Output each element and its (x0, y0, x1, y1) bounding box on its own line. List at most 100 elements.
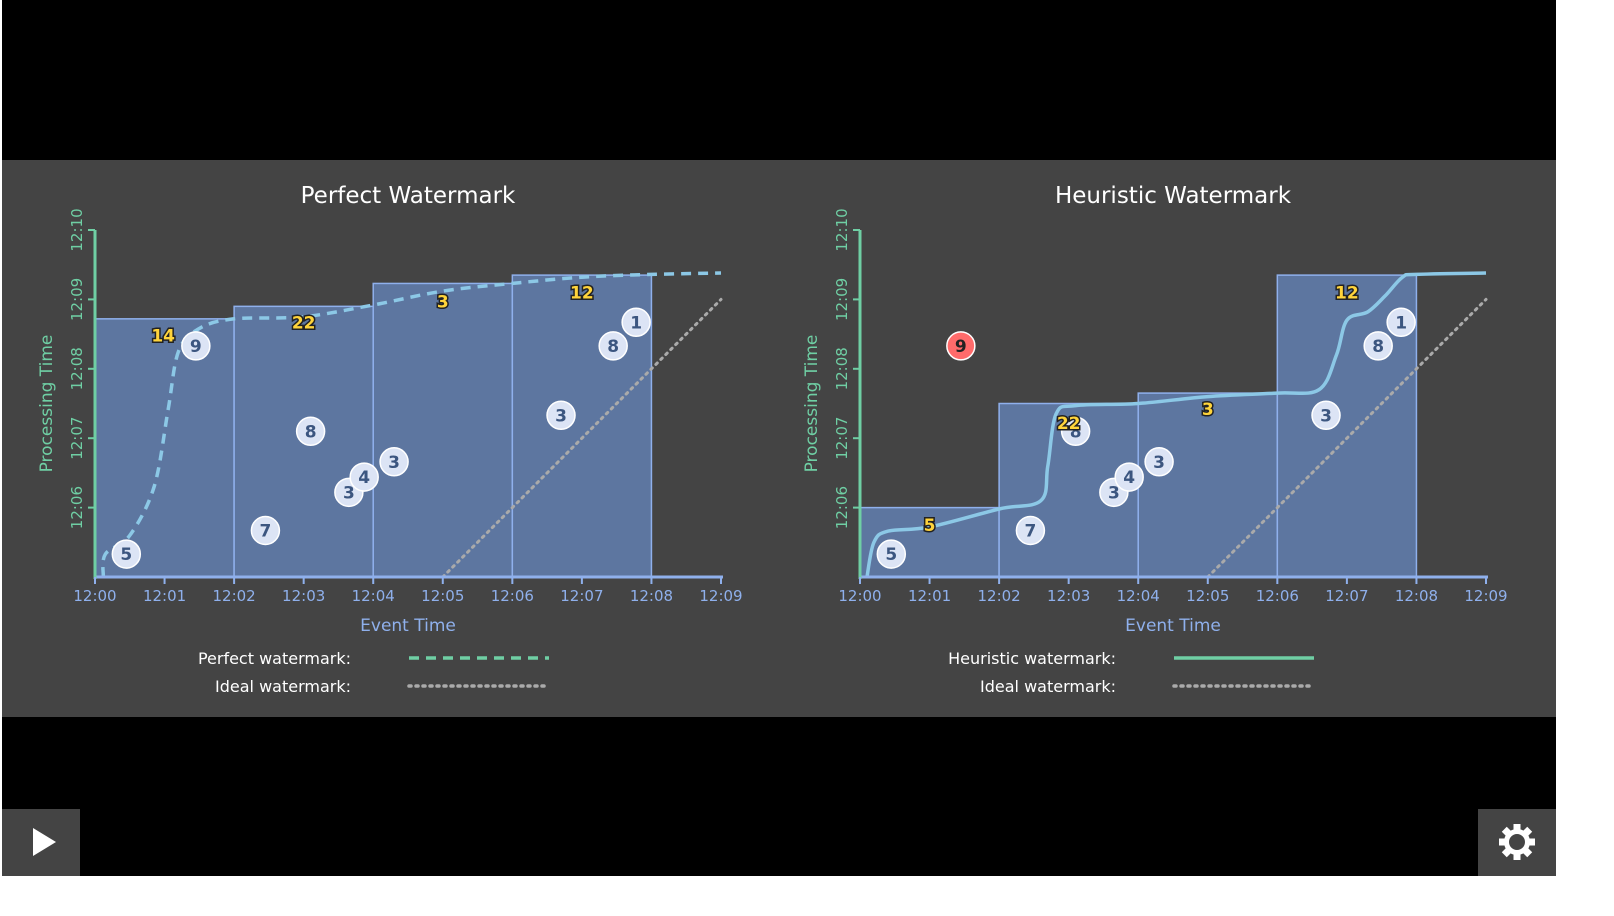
x-tick-label: 12:08 (1395, 587, 1438, 605)
data-point-label: 8 (607, 337, 619, 357)
charts-canvas: Perfect Watermark 12:00 12:01 12:02 12:03 12:… (37, 183, 1508, 696)
play-button[interactable] (2, 809, 80, 876)
window-sum: 12 (1335, 283, 1359, 303)
window-sum: 22 (1057, 414, 1081, 434)
y-tick-label: 12:09 (68, 278, 86, 321)
x-axis-label: Event Time (360, 616, 456, 636)
x-tick-label: 12:05 (421, 587, 464, 605)
data-point (111, 539, 142, 569)
x-tick-label: 12:04 (1117, 587, 1160, 605)
data-point (1060, 416, 1091, 447)
late-data-point (946, 331, 976, 361)
data-point-label: 5 (120, 545, 132, 565)
chart-title: Perfect Watermark (301, 183, 516, 209)
y-tick-label: 12:08 (68, 347, 86, 390)
y-axis-label: Processing Time (37, 335, 57, 473)
chart-1: Perfect Watermark 12:00 12:01 12:02 12:03 12:… (37, 183, 743, 696)
x-tick-label: 12:03 (282, 587, 325, 605)
data-point (1311, 400, 1341, 431)
x-tick-label: 12:09 (699, 587, 742, 605)
y-tick-label: 12:08 (833, 347, 851, 390)
data-point-label: 4 (1123, 468, 1135, 488)
slide: Perfect Watermark 12:00 12:01 12:02 12:03 12:… (2, 160, 1556, 717)
legend-label: Ideal watermark: (215, 677, 351, 696)
y-tick-label: 12:06 (833, 486, 851, 529)
x-tick-label: 12:09 (1464, 587, 1507, 605)
data-point (1363, 331, 1393, 361)
data-point-label: 8 (1372, 337, 1384, 357)
video-player: Perfect Watermark 12:00 12:01 12:02 12:03 12:… (2, 0, 1556, 876)
data-point (295, 416, 326, 447)
x-tick-label: 12:00 (73, 587, 116, 605)
window-pane (372, 282, 514, 578)
watermark-line (101, 271, 722, 578)
data-point-label: 5 (885, 545, 897, 565)
legend-label: Perfect watermark: (198, 649, 351, 668)
x-tick-label: 12:07 (1325, 587, 1368, 605)
y-tick-label: 12:10 (833, 208, 851, 251)
data-point (1015, 515, 1046, 546)
y-tick-label: 12:07 (68, 417, 86, 460)
data-point-label: 1 (1395, 313, 1407, 333)
legend-label: Ideal watermark: (980, 677, 1116, 696)
watermark-line (865, 271, 1487, 578)
chart-title: Heuristic Watermark (1055, 183, 1292, 209)
data-point-label: 3 (1153, 453, 1165, 473)
data-point (876, 539, 907, 569)
settings-button[interactable] (1478, 809, 1556, 876)
data-point-label: 8 (305, 422, 317, 442)
window-sum: 3 (437, 292, 449, 312)
data-point (250, 515, 281, 546)
data-point-label: 8 (1070, 422, 1082, 442)
data-point (621, 307, 651, 338)
ideal-watermark-line (1206, 297, 1488, 579)
data-point-label: 3 (1320, 406, 1332, 426)
y-axis-label: Processing Time (802, 335, 822, 473)
x-tick-label: 12:08 (630, 587, 673, 605)
data-point-label: 4 (358, 468, 370, 488)
data-point (598, 331, 628, 361)
data-point-label: 7 (1024, 522, 1036, 542)
x-tick-label: 12:02 (212, 587, 255, 605)
x-axis-label: Event Time (1125, 616, 1221, 636)
legend-label: Heuristic watermark: (948, 649, 1116, 668)
x-tick-label: 12:07 (560, 587, 603, 605)
data-point (1144, 447, 1174, 477)
play-icon (33, 828, 56, 856)
y-tick-label: 12:09 (833, 278, 851, 321)
x-tick-label: 12:05 (1186, 587, 1229, 605)
y-tick-label: 12:10 (68, 208, 86, 251)
x-tick-label: 12:03 (1047, 587, 1090, 605)
data-point (1114, 462, 1144, 492)
x-tick-label: 12:01 (908, 587, 951, 605)
data-point (181, 331, 211, 361)
data-point (349, 462, 379, 492)
data-point (546, 400, 576, 431)
x-tick-label: 12:02 (977, 587, 1020, 605)
data-point-label: 3 (343, 483, 355, 503)
data-point (379, 447, 409, 477)
x-tick-label: 12:00 (838, 587, 881, 605)
data-point-label: 3 (388, 453, 400, 473)
x-tick-label: 12:06 (491, 587, 534, 605)
gear-icon (1499, 824, 1535, 860)
data-point-label: 1 (630, 313, 642, 333)
window-sum: 12 (570, 283, 594, 303)
window-sum: 14 (151, 326, 175, 346)
window-sum: 3 (1202, 400, 1214, 420)
data-point-label: 9 (190, 337, 202, 357)
data-point-label: 3 (555, 406, 567, 426)
data-point-label: 9 (955, 337, 967, 357)
data-point-label: 7 (259, 522, 271, 542)
data-point (1386, 307, 1416, 338)
window-sum: 5 (924, 516, 936, 536)
data-point-label: 3 (1108, 483, 1120, 503)
y-tick-label: 12:06 (68, 486, 86, 529)
window-sum: 22 (292, 313, 316, 333)
ideal-watermark-line (441, 297, 723, 579)
x-tick-label: 12:06 (1256, 587, 1299, 605)
chart-2: Heuristic Watermark 12:00 12:01 12:02 12:03 1… (802, 183, 1508, 696)
window-pane (94, 318, 235, 578)
x-tick-label: 12:01 (143, 587, 186, 605)
y-tick-label: 12:07 (833, 417, 851, 460)
